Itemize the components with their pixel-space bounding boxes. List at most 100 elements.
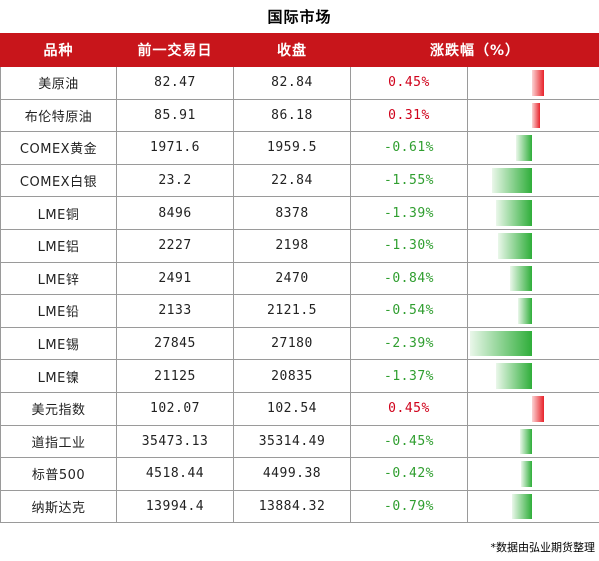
row-close: 2470 [233,261,351,296]
change-bar [470,330,532,357]
row-close: 102.54 [233,391,351,426]
row-bar-cell [467,98,599,133]
table-row: 纳斯达克 13994.4 13884.32 -0.79% [0,489,599,524]
row-change: 0.45% [350,391,468,426]
header-prev: 前一交易日 [116,33,234,67]
row-change: 0.31% [350,98,468,133]
table-row: 标普500 4518.44 4499.38 -0.42% [0,457,599,491]
row-bar-cell [467,424,599,459]
row-prev: 8496 [116,196,234,230]
row-bar-cell [467,66,599,100]
table-row: 布伦特原油 85.91 86.18 0.31% [0,98,599,133]
row-name: 标普500 [0,457,117,491]
row-change: -0.61% [350,131,468,165]
table-row: 道指工业 35473.13 35314.49 -0.45% [0,424,599,459]
row-change: -0.79% [350,489,468,524]
table-row: COMEX黄金 1971.6 1959.5 -0.61% [0,131,599,165]
row-close: 4499.38 [233,457,351,491]
row-name: LME镍 [0,359,117,393]
table-row: LME铅 2133 2121.5 -0.54% [0,294,599,328]
row-prev: 27845 [116,326,234,361]
row-prev: 13994.4 [116,489,234,524]
row-bar-cell [467,131,599,165]
change-bar [517,298,532,324]
row-change: -0.54% [350,294,468,328]
change-bar [532,102,541,129]
row-prev: 4518.44 [116,457,234,491]
row-change: 0.45% [350,66,468,100]
header-close: 收盘 [233,33,351,67]
row-name: 美原油 [0,66,117,100]
table-row: LME锌 2491 2470 -0.84% [0,261,599,296]
row-prev: 102.07 [116,391,234,426]
row-change: -1.37% [350,359,468,393]
row-change: -0.84% [350,261,468,296]
row-prev: 21125 [116,359,234,393]
table-row: COMEX白银 23.2 22.84 -1.55% [0,163,599,198]
row-name: 美元指数 [0,391,117,426]
row-name: LME铅 [0,294,117,328]
change-bar [496,363,532,389]
row-name: LME锌 [0,261,117,296]
row-bar-cell [467,457,599,491]
row-close: 82.84 [233,66,351,100]
row-close: 2198 [233,228,351,263]
row-name: COMEX黄金 [0,131,117,165]
row-bar-cell [467,294,599,328]
row-prev: 1971.6 [116,131,234,165]
change-bar [516,135,532,161]
row-name: 道指工业 [0,424,117,459]
row-close: 27180 [233,326,351,361]
change-bar [532,395,544,422]
change-bar [495,200,532,226]
table-row: LME铝 2227 2198 -1.30% [0,228,599,263]
change-bar [511,493,532,520]
row-name: LME锡 [0,326,117,361]
row-prev: 2491 [116,261,234,296]
footnote: *数据由弘业期货整理 [490,541,596,554]
row-bar-cell [467,163,599,198]
table-row: LME镍 21125 20835 -1.37% [0,359,599,393]
row-name: COMEX白银 [0,163,117,198]
header-change: 涨跌幅（%） [350,33,599,67]
row-prev: 23.2 [116,163,234,198]
row-prev: 2133 [116,294,234,328]
row-change: -1.39% [350,196,468,230]
market-table: 品种 前一交易日 收盘 涨跌幅（%） 美原油 82.47 82.84 0.45% 布伦特… [0,33,599,524]
row-close: 8378 [233,196,351,230]
row-change: -2.39% [350,326,468,361]
change-bar [521,461,532,487]
row-bar-cell [467,326,599,361]
table-row: 美元指数 102.07 102.54 0.45% [0,391,599,426]
row-bar-cell [467,196,599,230]
row-name: 纳斯达克 [0,489,117,524]
row-prev: 35473.13 [116,424,234,459]
table-row: 美原油 82.47 82.84 0.45% [0,66,599,100]
row-prev: 82.47 [116,66,234,100]
row-bar-cell [467,359,599,393]
row-close: 35314.49 [233,424,351,459]
row-change: -0.45% [350,424,468,459]
row-close: 20835 [233,359,351,393]
change-bar [520,428,532,455]
table-row: LME锡 27845 27180 -2.39% [0,326,599,361]
row-name: 布伦特原油 [0,98,117,133]
change-bar [491,167,532,194]
change-bar [498,232,532,259]
row-name: LME铝 [0,228,117,263]
table-row: LME铜 8496 8378 -1.39% [0,196,599,230]
row-prev: 2227 [116,228,234,263]
row-bar-cell [467,391,599,426]
header-row: 品种 前一交易日 收盘 涨跌幅（%） [0,33,599,67]
row-close: 13884.32 [233,489,351,524]
table-title: 国际市场 [267,8,332,26]
row-change: -0.42% [350,457,468,491]
row-change: -1.30% [350,228,468,263]
change-bar [532,70,544,96]
change-bar [510,265,532,292]
row-close: 2121.5 [233,294,351,328]
row-close: 86.18 [233,98,351,133]
row-bar-cell [467,228,599,263]
row-change: -1.55% [350,163,468,198]
row-prev: 85.91 [116,98,234,133]
